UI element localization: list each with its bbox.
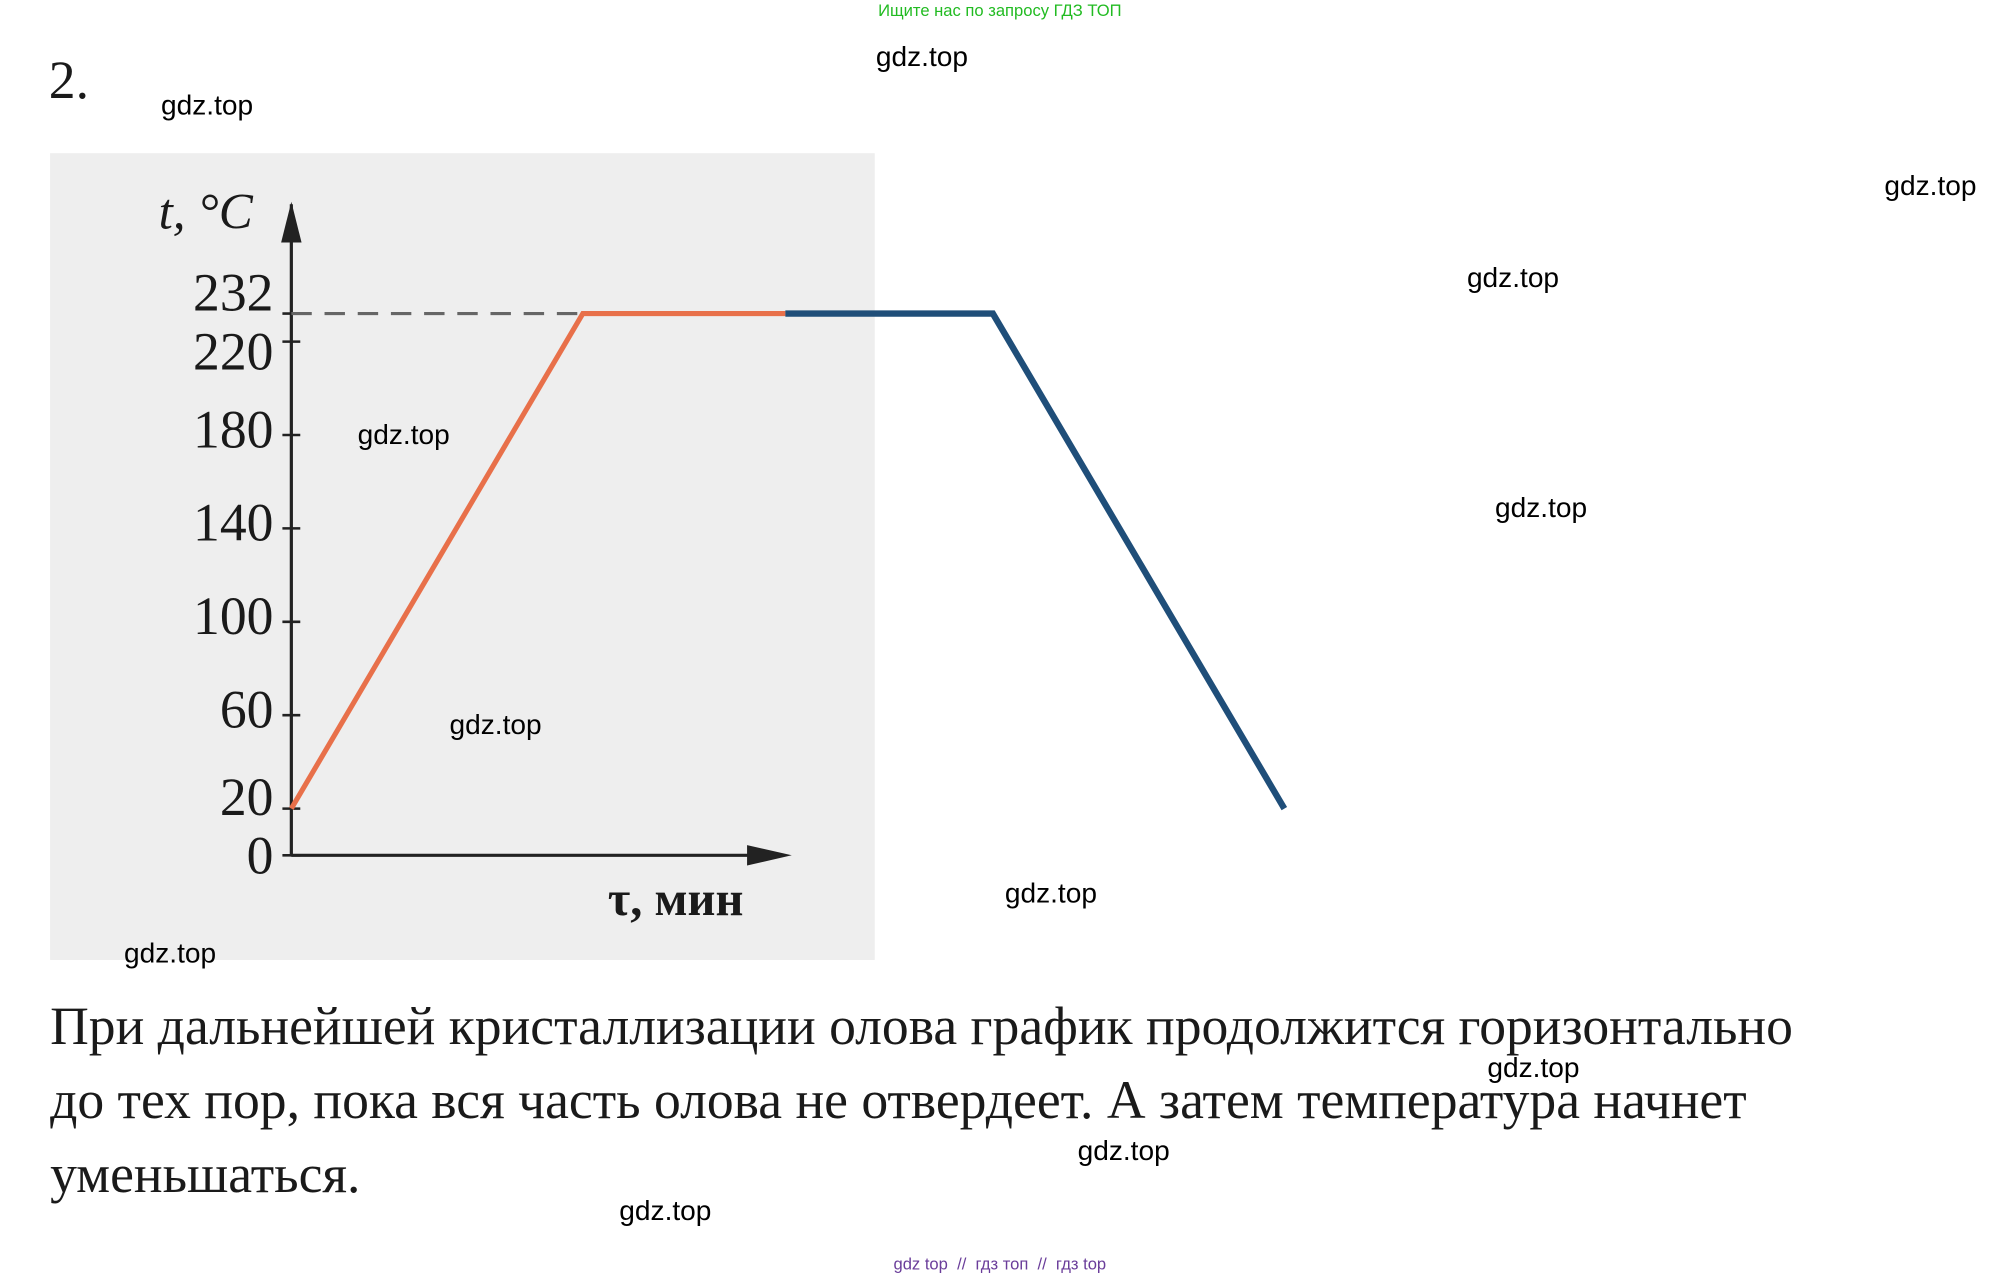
watermark: gdz.top <box>124 937 216 968</box>
y-tick-label: 20 <box>220 767 274 827</box>
watermark: gdz.top <box>1005 877 1097 908</box>
watermark: gdz.top <box>358 419 450 450</box>
task-number: 2. <box>49 50 89 110</box>
x-axis-label: τ, мин <box>608 873 744 926</box>
footer: gdz top // гдз топ // гдз top <box>893 1254 1106 1273</box>
series-line <box>289 311 786 810</box>
watermark: gdz.top <box>1467 262 1559 293</box>
watermark: gdz.top <box>1884 170 1976 201</box>
paragraph-line: уменьшаться. <box>50 1144 360 1204</box>
watermarks: gdz.top gdz.top gdz.top gdz.top gdz.top gdz.t… <box>124 41 1976 1226</box>
y-tick-label: 140 <box>193 493 273 553</box>
watermark: gdz.top <box>1495 492 1587 523</box>
paragraph-line: до тех пор, пока вся часть олова не отве… <box>50 1070 1747 1130</box>
y-tick-label: 60 <box>220 679 274 739</box>
chart-background <box>50 153 875 960</box>
paragraph: При дальнейшей кристаллизации олова граф… <box>50 996 1793 1204</box>
watermark: gdz.top <box>876 41 968 72</box>
y-tick-label: 100 <box>193 586 273 646</box>
watermark: gdz.top <box>450 709 542 740</box>
paragraph-line: При дальнейшей кристаллизации олова граф… <box>50 996 1793 1056</box>
y-tick-label: 0 <box>247 826 274 886</box>
promo: Ищите нас по запросу ГДЗ ТОП <box>878 1 1121 20</box>
y-tick-label: 220 <box>193 321 273 381</box>
series-line <box>785 310 1288 811</box>
watermark: gdz.top <box>1487 1052 1579 1083</box>
watermark: gdz.top <box>1078 1135 1170 1166</box>
watermark: gdz.top <box>619 1195 711 1226</box>
y-axis-label: t, °C <box>159 184 254 241</box>
y-axis-arrow <box>281 201 302 243</box>
y-tick-label: 232 <box>193 263 273 323</box>
watermark: gdz.top <box>161 90 253 121</box>
y-tick-label: 180 <box>193 399 273 459</box>
x-axis-arrow <box>747 845 792 866</box>
